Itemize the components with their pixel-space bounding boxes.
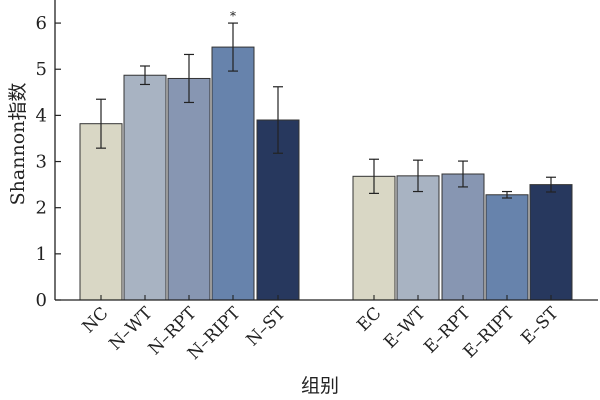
y-tick-label-6: 6 <box>36 13 47 34</box>
bar-E-WT <box>396 175 440 301</box>
bar-NC <box>79 123 123 301</box>
bar-E-ST <box>529 184 573 301</box>
bar-E-RIPT <box>485 194 529 301</box>
x-axis-title: 组别 <box>301 375 339 397</box>
bars-group <box>79 46 573 301</box>
x-tick-label-EC: EC <box>353 303 385 335</box>
error-bars-group <box>96 22 556 199</box>
y-tick-label-5: 5 <box>36 59 47 80</box>
bar-N-RIPT <box>211 46 255 301</box>
y-tick-label-2: 2 <box>36 198 47 219</box>
x-tick-label-N-ST: N–ST <box>243 303 290 350</box>
bar-N-RPT <box>167 77 211 301</box>
y-tick-label-3: 3 <box>36 152 47 173</box>
y-tick-label-4: 4 <box>36 105 47 126</box>
bar-E-RPT <box>441 173 485 301</box>
x-tick-label-NC: NC <box>79 303 113 337</box>
y-axis-title: Shannon指数 <box>7 83 29 206</box>
y-tick-label-1: 1 <box>36 244 47 265</box>
bar-N-WT <box>123 74 167 301</box>
x-tick-label-E-ST: E–ST <box>517 303 563 349</box>
annotations-group: * <box>230 9 236 23</box>
significance-marker: * <box>230 9 236 23</box>
y-tick-label-0: 0 <box>36 290 47 311</box>
bar-EC <box>352 175 396 301</box>
